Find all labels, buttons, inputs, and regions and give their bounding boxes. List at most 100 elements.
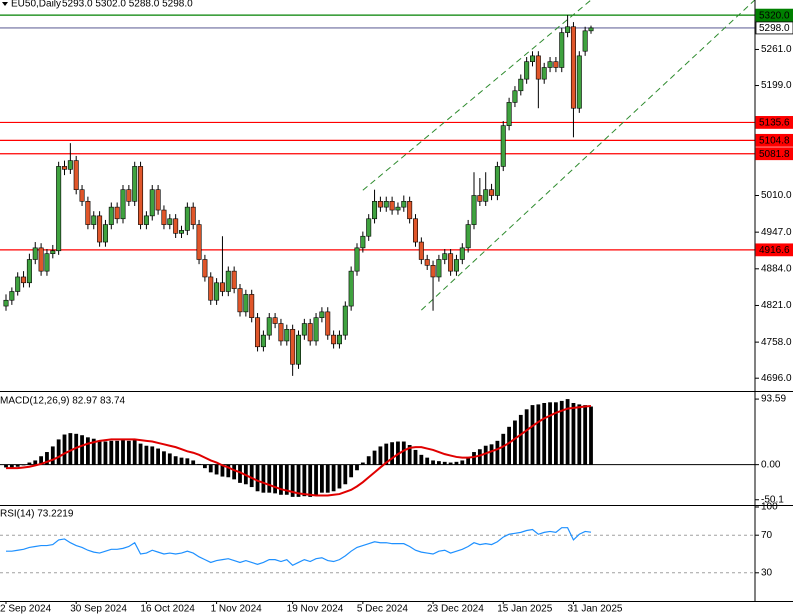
candle-body [360, 235, 366, 249]
macd-bar [466, 456, 471, 465]
macd-bar [4, 464, 8, 468]
candle-body [208, 276, 214, 301]
macd-bar [542, 402, 547, 465]
macd-bar [530, 405, 535, 465]
candle-body [354, 247, 360, 272]
macd-bar [472, 452, 476, 465]
macd-bar [448, 462, 453, 465]
candle-body [284, 329, 290, 342]
y-tick-label: 70 [761, 530, 773, 541]
macd-bar [442, 461, 447, 465]
candle-body [260, 334, 266, 348]
macd-bar [501, 433, 506, 465]
candle-body [214, 282, 220, 301]
candle-body [237, 288, 243, 313]
candle-body [196, 224, 202, 260]
candle-body [512, 90, 518, 103]
macd-bar [571, 402, 576, 465]
macd-bar [366, 456, 371, 465]
level-label: 5081.8 [759, 149, 790, 160]
macd-bar [524, 409, 529, 465]
macd-bar [86, 437, 90, 465]
macd-bar [121, 440, 125, 465]
level-label: 5135.6 [759, 118, 790, 129]
candle-body [535, 55, 541, 80]
x-tick-label: 1 Nov 2024 [211, 604, 263, 614]
candle-body [442, 253, 448, 260]
x-tick-label: 31 Jan 2025 [567, 604, 622, 614]
macd-bar [372, 450, 377, 465]
macd-bar [249, 464, 254, 488]
macd-bar [9, 464, 14, 468]
macd-bar [21, 464, 26, 466]
candle-body [471, 195, 477, 225]
candle-body [565, 26, 571, 33]
candle-body [448, 253, 454, 272]
candle-body [243, 294, 249, 313]
candle-body [272, 317, 278, 324]
candle-body [225, 270, 231, 292]
candle-body [576, 55, 582, 109]
level-label: 5104.8 [759, 135, 790, 146]
macd-bar [320, 464, 324, 493]
candle-body [149, 189, 155, 217]
x-tick-label: 30 Sep 2024 [70, 604, 127, 614]
rsi-title: RSI(14) 73.2219 [0, 509, 74, 520]
candle-body [266, 317, 272, 336]
y-tick-label: 4884.0 [761, 263, 792, 274]
candle-body [143, 215, 149, 225]
candle-body [348, 270, 354, 307]
macd-bar [74, 433, 79, 465]
macd-bar [144, 445, 149, 465]
symbol: EU50,Daily [11, 0, 61, 10]
macd-bar [308, 464, 313, 497]
candle-body [91, 215, 97, 225]
candle-body [85, 201, 91, 225]
candle-body [138, 166, 144, 225]
macd-bar [343, 464, 348, 485]
candle-body [377, 201, 383, 208]
macd-bar [191, 460, 196, 465]
candle-body [15, 276, 21, 292]
candle-body [231, 270, 237, 289]
candle-body [559, 32, 565, 68]
candle-body [307, 323, 313, 342]
candle-body [155, 189, 161, 211]
candle-body [50, 250, 56, 254]
candle-body [389, 201, 395, 211]
candle-body [108, 206, 114, 225]
macd-bar [583, 405, 588, 465]
macd-bar [355, 464, 359, 471]
macd-bar [518, 414, 523, 465]
macd-bar [483, 445, 488, 465]
candle-body [372, 201, 378, 220]
candle-body [202, 259, 208, 278]
candle-body [3, 299, 9, 307]
main-pane [0, 0, 755, 376]
candle-body [494, 166, 500, 196]
candle-body [331, 334, 337, 345]
candle-body [173, 218, 179, 234]
level-box [755, 147, 793, 161]
macd-bar [413, 449, 418, 465]
candle-body [342, 305, 348, 336]
candle-body [102, 224, 108, 243]
candle-body [395, 206, 401, 211]
macd-bar [460, 460, 465, 465]
level-box [755, 21, 793, 35]
level-box [755, 8, 793, 22]
candle-body [401, 201, 407, 208]
macd-bar [507, 426, 511, 465]
macd-bar [559, 400, 564, 465]
macd-bar [495, 440, 500, 465]
macd-bar [360, 462, 365, 465]
macd-bar [208, 464, 213, 473]
y-tick-label: 4758.0 [761, 337, 792, 348]
macd-bar [425, 457, 430, 465]
macd-bar [80, 435, 84, 465]
macd-bar [384, 443, 389, 465]
candle-body [506, 102, 512, 126]
macd-bar [349, 464, 354, 478]
candle-body [500, 125, 506, 167]
macd-bar [185, 458, 190, 465]
